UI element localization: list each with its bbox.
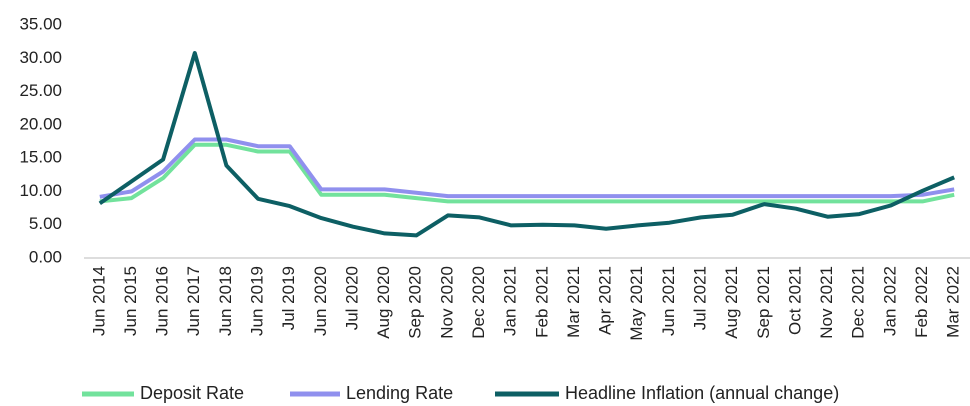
x-tick-label: Dec 2021: [849, 266, 868, 339]
legend-label: Headline Inflation (annual change): [565, 383, 839, 403]
x-tick-label: Jun 2021: [659, 266, 678, 336]
y-tick-label: 15.00: [19, 148, 62, 167]
y-tick-label: 35.00: [19, 14, 62, 33]
y-tick-label: 30.00: [19, 48, 62, 67]
y-tick-label: 10.00: [19, 181, 62, 200]
x-tick-label: Feb 2021: [532, 266, 551, 338]
y-tick-label: 20.00: [19, 114, 62, 133]
x-tick-label: Mar 2021: [564, 266, 583, 338]
x-tick-label: Nov 2020: [437, 266, 456, 339]
x-tick-label: Oct 2021: [785, 266, 804, 335]
x-tick-label: Jun 2015: [121, 266, 140, 336]
x-tick-label: Jan 2021: [501, 266, 520, 336]
series-line: [99, 142, 955, 204]
y-tick-label: 0.00: [29, 247, 62, 266]
x-tick-label: Jun 2016: [153, 266, 172, 336]
legend-label: Deposit Rate: [140, 383, 244, 403]
x-tick-label: Dec 2020: [469, 266, 488, 339]
x-tick-label: Apr 2021: [596, 266, 615, 335]
y-tick-label: 5.00: [29, 214, 62, 233]
x-tick-label: Jun 2019: [248, 266, 267, 336]
x-tick-label: Jul 2021: [691, 266, 710, 330]
x-tick-label: Sep 2020: [406, 266, 425, 339]
x-tick-label: Jun 2018: [216, 266, 235, 336]
x-tick-label: Feb 2022: [912, 266, 931, 338]
x-tick-label: Aug 2020: [374, 266, 393, 339]
series-line: [98, 51, 955, 238]
x-tick-label: Jan 2022: [880, 266, 899, 336]
y-tick-label: 25.00: [19, 81, 62, 100]
x-tick-label: Mar 2022: [944, 266, 963, 338]
series-line: [99, 137, 955, 199]
x-tick-label: Sep 2021: [754, 266, 773, 339]
x-tick-label: Nov 2021: [817, 266, 836, 339]
x-tick-label: Jun 2017: [184, 266, 203, 336]
legend-label: Lending Rate: [346, 383, 453, 403]
x-tick-label: Jun 2020: [311, 266, 330, 336]
x-tick-label: Jul 2020: [342, 266, 361, 330]
x-tick-label: Jul 2019: [279, 266, 298, 330]
x-tick-label: May 2021: [627, 266, 646, 341]
x-tick-label: Jun 2014: [89, 266, 108, 336]
x-tick-label: Aug 2021: [722, 266, 741, 339]
